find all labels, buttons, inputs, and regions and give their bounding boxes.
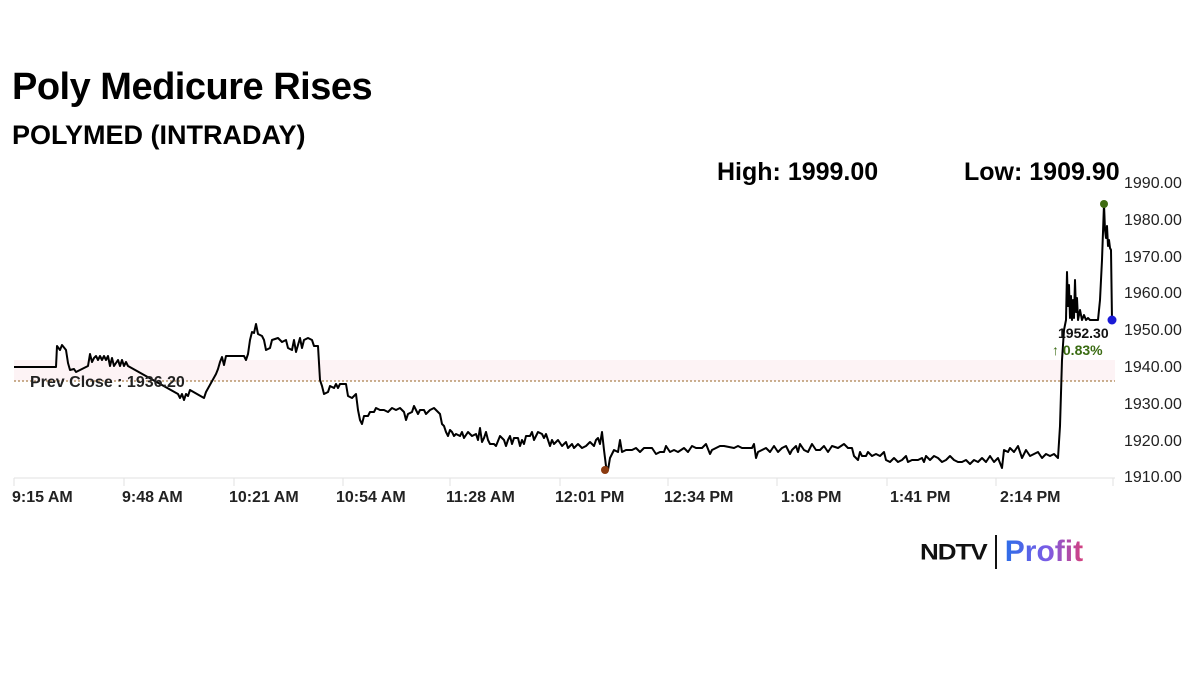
y-tick: 1950.00 (1124, 322, 1182, 339)
y-tick: 1960.00 (1124, 285, 1182, 302)
prev-close-band (14, 360, 1115, 381)
x-axis-gridticks (13, 478, 1114, 486)
day-low-label: Low: 1909.90 (964, 158, 1120, 186)
last-price-marker (1107, 315, 1117, 325)
x-tick: 9:48 AM (122, 489, 183, 506)
prev-close-label: Prev Close : 1936.20 (30, 374, 185, 391)
chart-title: Poly Medicure Rises (12, 66, 373, 108)
y-tick: 1940.00 (1124, 359, 1182, 376)
change-percent-label: ↑ 0.83% (1052, 342, 1103, 358)
x-tick: 10:21 AM (229, 489, 299, 506)
last-price-label: 1952.30 (1058, 325, 1109, 341)
x-tick: 11:28 AM (446, 489, 515, 506)
x-tick: 9:15 AM (12, 489, 73, 506)
logo-brand: NDTV (920, 538, 988, 565)
x-tick: 1:08 PM (781, 489, 841, 506)
price-line (14, 203, 1113, 471)
x-tick: 12:01 PM (555, 489, 624, 506)
x-tick: 2:14 PM (1000, 489, 1060, 506)
day-high-label: High: 1999.00 (717, 158, 879, 186)
logo-divider (994, 535, 997, 569)
low-marker (601, 466, 609, 474)
x-tick: 10:54 AM (336, 489, 406, 506)
chart-subtitle: POLYMED (INTRADAY) (12, 120, 306, 150)
x-axis: 9:15 AM 9:48 AM 10:21 AM 10:54 AM 11:28 … (12, 489, 1060, 506)
y-tick: 1910.00 (1124, 469, 1182, 486)
high-marker (1100, 200, 1108, 208)
y-tick: 1980.00 (1124, 212, 1182, 229)
y-tick: 1930.00 (1124, 396, 1182, 413)
ndtv-profit-logo: NDTV Profit (920, 532, 1083, 572)
y-axis: 1990.00 1980.00 1970.00 1960.00 1950.00 … (1124, 175, 1182, 486)
x-tick: 1:41 PM (890, 489, 950, 506)
y-tick: 1990.00 (1124, 175, 1182, 192)
y-tick: 1920.00 (1124, 433, 1182, 450)
x-tick: 12:34 PM (664, 489, 733, 506)
logo-product: Profit (1004, 535, 1084, 568)
y-tick: 1970.00 (1124, 249, 1182, 266)
